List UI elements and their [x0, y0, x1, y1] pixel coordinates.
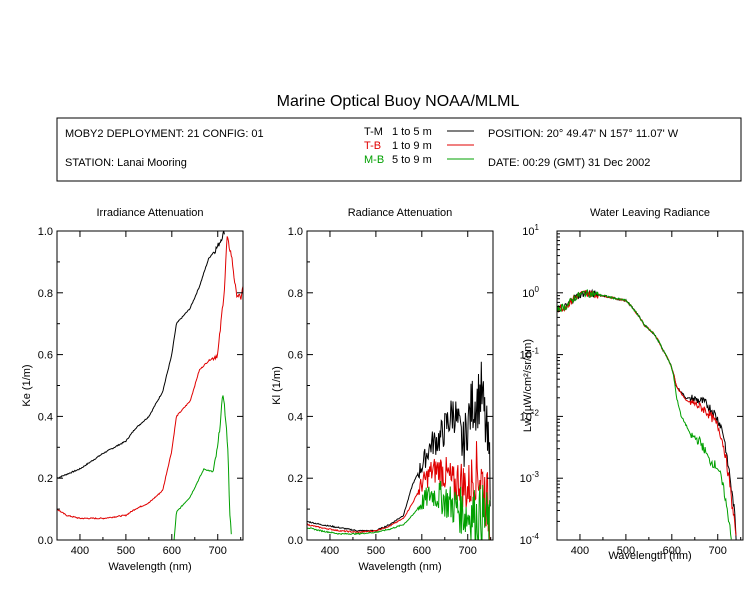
plot-frame — [556, 230, 744, 541]
station-text: STATION: Lanai Mooring — [65, 157, 187, 169]
legend-code-m-b: M-B — [364, 154, 384, 166]
legend: T-M 1 to 5 m T-B 1 to 9 m M-B 5 to 9 m — [364, 126, 474, 166]
series-line-t-m — [57, 231, 225, 479]
y-tick-label: 0.0 — [38, 535, 53, 547]
legend-range-t-m: 1 to 5 m — [392, 126, 432, 138]
y-tick-label: 0.4 — [38, 411, 53, 423]
y-tick-label: 0.0 — [288, 535, 303, 547]
plot-frame — [306, 230, 494, 541]
legend-range-m-b: 5 to 9 m — [392, 154, 432, 166]
series-line-m-b — [173, 395, 232, 540]
series-group — [57, 231, 243, 540]
y-tick-label: 10-3 — [520, 470, 540, 485]
series-line-t-b — [57, 236, 243, 520]
legend-range-t-b: 1 to 9 m — [392, 140, 432, 152]
x-axis-label: Wavelength (nm) — [608, 550, 691, 562]
series-line-t-m — [307, 361, 491, 532]
y-tick-label: 0.8 — [288, 288, 303, 300]
panel-1: Irradiance Attenuation 400 500 600 700 0.0 0.2… — [21, 207, 244, 573]
x-tick-label: 400 — [571, 545, 589, 557]
legend-code-t-b: T-B — [364, 140, 381, 152]
x-tick-label: 400 — [321, 545, 339, 557]
panel-title: Radiance Attenuation — [348, 207, 453, 219]
series-line-m-b — [307, 480, 491, 540]
legend-code-t-m: T-M — [364, 126, 383, 138]
panel-title: Irradiance Attenuation — [96, 207, 203, 219]
y-tick-label: 0.6 — [38, 350, 53, 362]
y-tick-label: 1.0 — [38, 226, 53, 238]
panel-2: Radiance Attenuation 400 500 600 700 0.0 0.2 0.… — [271, 207, 494, 573]
info-box-frame — [56, 117, 742, 182]
x-tick-label: 600 — [663, 545, 681, 557]
y-tick-label: 1.0 — [288, 226, 303, 238]
series-group — [557, 288, 737, 540]
y-tick-label: 0.8 — [38, 288, 53, 300]
x-axis-label: Wavelength (nm) — [358, 561, 441, 573]
y-tick-label: 100 — [522, 285, 539, 300]
y-axis-label: Lw (µW/cm²/sr/nm) — [522, 339, 534, 432]
series-line-t-b — [307, 441, 491, 540]
y-tick-label: 101 — [522, 223, 539, 238]
x-tick-label: 500 — [617, 545, 635, 557]
y-tick-label: 0.2 — [288, 473, 303, 485]
chart-panels: Irradiance Attenuation 400 500 600 700 0.0 0.2… — [21, 207, 744, 573]
position-text: POSITION: 20° 49.47' N 157° 11.07' W — [488, 128, 679, 140]
x-tick-label: 600 — [413, 545, 431, 557]
y-tick-label: 10-4 — [520, 532, 540, 547]
panel-title: Water Leaving Radiance — [590, 207, 710, 219]
deployment-text: MOBY2 DEPLOYMENT: 21 CONFIG: 01 — [65, 128, 264, 140]
series-group — [307, 361, 491, 540]
y-tick-label: 0.6 — [288, 350, 303, 362]
x-axis-label: Wavelength (nm) — [108, 561, 191, 573]
y-axis-label: Ke (1/m) — [21, 364, 33, 406]
y-tick-label: 0.2 — [38, 473, 53, 485]
chart-title: Marine Optical Buoy NOAA/MLML — [277, 93, 520, 110]
date-text: DATE: 00:29 (GMT) 31 Dec 2002 — [488, 157, 650, 169]
x-tick-label: 600 — [163, 545, 181, 557]
x-tick-label: 500 — [367, 545, 385, 557]
y-tick-label: 0.4 — [288, 411, 303, 423]
info-box: MOBY2 DEPLOYMENT: 21 CONFIG: 01 STATION:… — [56, 117, 742, 182]
x-tick-label: 700 — [209, 545, 227, 557]
x-tick-label: 700 — [709, 545, 727, 557]
x-tick-label: 400 — [71, 545, 89, 557]
x-tick-label: 700 — [459, 545, 477, 557]
y-axis-label: Kl (1/m) — [271, 366, 283, 405]
series-line-m-b — [557, 289, 732, 540]
plot-frame — [56, 230, 244, 541]
x-tick-label: 500 — [117, 545, 135, 557]
panel-3: Water Leaving Radiance 400 500 600 700 10-4 10… — [520, 207, 744, 562]
